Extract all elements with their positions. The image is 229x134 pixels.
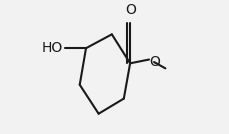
Text: HO: HO bbox=[41, 41, 63, 55]
Text: O: O bbox=[149, 55, 160, 69]
Text: O: O bbox=[125, 3, 135, 17]
